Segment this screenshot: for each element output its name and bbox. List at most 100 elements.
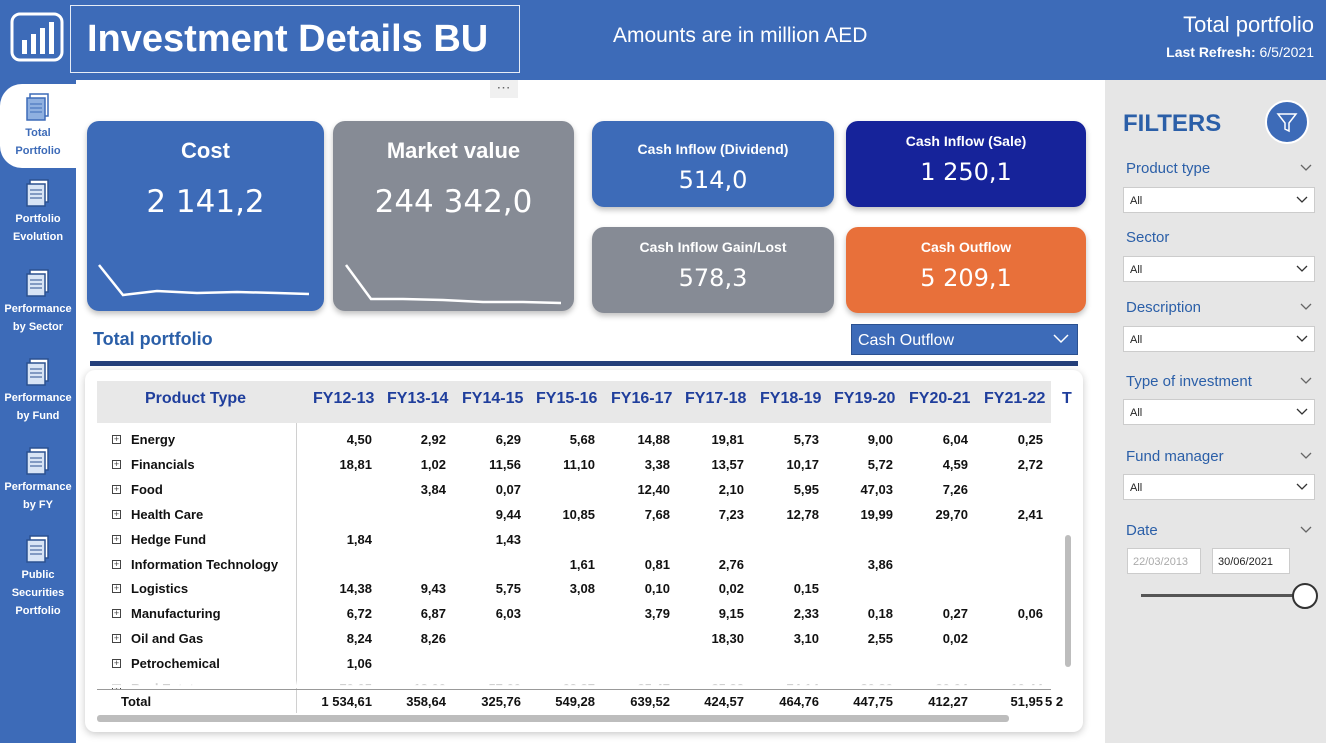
expand-icon[interactable]: +: [112, 633, 121, 644]
last-refresh-label: Last Refresh:: [1166, 44, 1256, 60]
filter-type-of-investment-select[interactable]: All: [1123, 399, 1315, 425]
column-header-fy[interactable]: FY21-22: [984, 390, 1046, 407]
table-cell: 6,72: [346, 606, 372, 622]
nav-performance-by-sector[interactable]: Performance by Sector: [0, 268, 76, 336]
table-cell: 6,87: [420, 606, 446, 622]
table-header-row: Product Type FY12-13 FY13-14 FY14-15 FY15-1…: [97, 381, 1072, 423]
filter-sector-select[interactable]: All: [1123, 256, 1315, 282]
measure-dropdown[interactable]: Cash Outflow: [851, 324, 1078, 355]
date-end-input[interactable]: 30/06/2021: [1212, 548, 1290, 574]
expand-icon[interactable]: +: [112, 434, 121, 444]
total-cell: 639,52: [630, 694, 670, 709]
table-cell: 14,88: [637, 432, 670, 447]
nav-portfolio-evolution[interactable]: Portfolio Evolution: [0, 178, 76, 246]
column-header-fy[interactable]: FY17-18: [685, 390, 747, 407]
date-slider-track[interactable]: [1141, 594, 1306, 597]
table-cell: 2,10: [718, 481, 744, 497]
column-header-fy[interactable]: T: [1062, 390, 1072, 407]
column-header-fy[interactable]: FY14-15: [462, 390, 524, 407]
nav-performance-by-fy[interactable]: Performance by FY: [0, 446, 76, 514]
column-header-fy[interactable]: FY12-13: [313, 390, 375, 407]
table-cell: 5,72: [867, 456, 893, 472]
filter-type-of-investment-value: All: [1130, 407, 1143, 419]
table-cell: 6,04: [942, 432, 968, 447]
filter-date-label: Date: [1126, 522, 1158, 539]
column-header-fy[interactable]: FY18-19: [760, 390, 822, 407]
chevron-down-icon: [1296, 408, 1308, 415]
total-cell: 412,27: [928, 694, 968, 709]
nav-total-portfolio[interactable]: Total Portfolio: [0, 84, 76, 168]
cash-inflow-gain-value: 578,3: [678, 264, 748, 292]
table-cell: 5,95: [793, 481, 819, 497]
cash-inflow-gain-card: Cash Inflow Gain/Lost 578,3: [592, 227, 834, 313]
expand-icon[interactable]: +: [112, 458, 121, 469]
table-cell: 7,23: [718, 506, 744, 522]
date-slider-handle[interactable]: [1292, 583, 1318, 609]
row-label: Hedge Fund: [131, 531, 207, 547]
chevron-down-icon[interactable]: [1300, 452, 1312, 460]
table-cell: 7,68: [644, 506, 670, 522]
column-header-fy[interactable]: FY15-16: [536, 390, 598, 407]
expand-icon[interactable]: +: [112, 558, 121, 569]
table-cell: 3,79: [644, 606, 670, 622]
table-cell: 11,56: [489, 456, 521, 472]
table-cell: 5,68: [569, 432, 595, 447]
table-cell: 0,02: [718, 581, 744, 597]
chevron-down-icon[interactable]: [1300, 303, 1312, 311]
column-header-fy[interactable]: FY16-17: [611, 390, 673, 407]
filter-product-type-value: All: [1130, 195, 1143, 207]
filter-funnel-button[interactable]: [1265, 100, 1309, 144]
expand-icon[interactable]: +: [112, 508, 121, 519]
chevron-down-icon[interactable]: [1300, 526, 1312, 534]
expand-icon[interactable]: +: [112, 583, 121, 594]
table-cell: 47,03: [860, 481, 893, 497]
expand-icon[interactable]: +: [112, 483, 121, 494]
table-cell: 5,73: [793, 432, 819, 447]
document-stack-icon: [26, 269, 49, 297]
nav-label: Public: [21, 569, 55, 581]
document-stack-icon: [26, 447, 49, 475]
row-label: Financials: [131, 456, 195, 472]
total-cell: 447,75: [853, 694, 893, 709]
chevron-down-icon[interactable]: [1300, 377, 1312, 385]
report-title: Investment Details BU: [70, 5, 520, 73]
cash-outflow-value: 5 209,1: [920, 264, 1012, 292]
total-cell: 5 2: [1045, 694, 1064, 709]
table-cell: 0,81: [644, 556, 670, 572]
nav-label: Portfolio: [15, 213, 61, 225]
nav-label: Performance: [4, 392, 72, 404]
table-cell: 0,02: [942, 631, 968, 647]
total-cell: 549,28: [555, 694, 595, 709]
cash-inflow-sale-value: 1 250,1: [920, 158, 1012, 186]
horizontal-scrollbar[interactable]: [97, 715, 1009, 722]
cost-label: Cost: [181, 138, 230, 163]
more-options-button[interactable]: ⋯: [490, 80, 518, 98]
chevron-down-icon[interactable]: [1300, 164, 1312, 172]
expand-icon[interactable]: +: [112, 533, 121, 544]
column-header-fy[interactable]: FY19-20: [834, 390, 896, 407]
nav-public-securities-portfolio[interactable]: Public Securities Portfolio: [0, 534, 76, 620]
table-cell: 1,43: [495, 531, 521, 547]
column-header-product-type[interactable]: Product Type: [145, 390, 247, 407]
document-stack-icon: [26, 535, 49, 563]
expand-icon[interactable]: +: [112, 608, 121, 619]
filter-product-type-select[interactable]: All: [1123, 187, 1315, 213]
filter-fund-manager-select[interactable]: All: [1123, 474, 1315, 500]
funnel-icon: [1276, 113, 1298, 133]
chevron-down-icon: [1296, 265, 1308, 272]
document-stack-icon: [26, 93, 49, 121]
vertical-scrollbar[interactable]: [1065, 535, 1071, 667]
date-start-input[interactable]: 22/03/2013: [1127, 548, 1201, 574]
nav-performance-by-fund[interactable]: Performance by Fund: [0, 357, 76, 425]
expand-icon[interactable]: +: [112, 658, 121, 669]
document-stack-icon: [26, 179, 49, 207]
column-header-fy[interactable]: FY20-21: [909, 390, 971, 407]
table-cell: 1,06: [346, 656, 372, 672]
filter-description-select[interactable]: All: [1123, 326, 1315, 352]
total-cell: 51,95: [1010, 694, 1043, 709]
measure-dropdown-value: Cash Outflow: [858, 332, 955, 349]
column-header-fy[interactable]: FY13-14: [387, 390, 449, 407]
filter-description-label: Description: [1126, 299, 1202, 316]
table-cell: 1,02: [420, 456, 446, 472]
